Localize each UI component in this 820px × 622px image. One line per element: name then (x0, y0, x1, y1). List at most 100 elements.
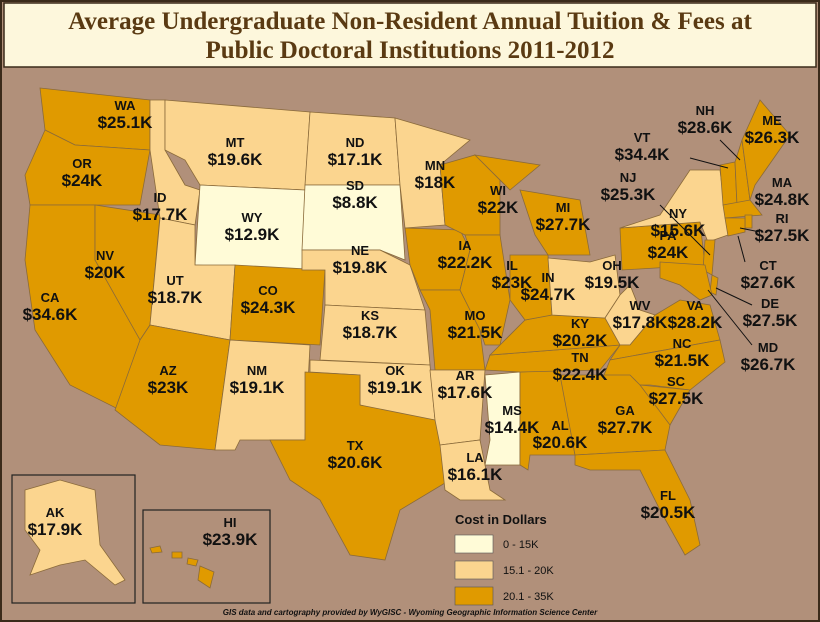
state-cost: $20K (85, 263, 126, 282)
state-cost: $25.3K (601, 185, 657, 204)
state-shape (24, 479, 126, 586)
state-abbr: IN (542, 270, 555, 285)
state-cost: $19.5K (585, 273, 641, 292)
state-cost: $17.9K (28, 520, 84, 539)
state-cost: $23.9K (203, 530, 259, 549)
state-abbr: CA (41, 290, 60, 305)
state-shape (24, 129, 151, 206)
state-abbr: TN (571, 350, 588, 365)
state-cost: $8.8K (332, 193, 378, 212)
state-cost: $22.2K (438, 253, 494, 272)
state-abbr: ID (154, 190, 167, 205)
state-cost: $24.8K (755, 190, 811, 209)
state-shape (744, 214, 753, 229)
state-abbr: VT (634, 130, 651, 145)
leader-line (659, 204, 711, 256)
state-cost: $24K (62, 171, 103, 190)
state-abbr: AL (551, 418, 568, 433)
state-abbr: AR (456, 368, 475, 383)
state-cost: $20.6K (328, 453, 384, 472)
state-labels: WA$25.1KOR$24KCA$34.6KNV$20KID$17.7KMT$1… (23, 98, 811, 549)
state-abbr: MD (758, 340, 778, 355)
state-cost: $19.1K (368, 378, 424, 397)
state-abbr: CO (258, 283, 278, 298)
state-cost: $24K (648, 243, 689, 262)
states (24, 87, 791, 589)
state-cost: $24.3K (241, 298, 297, 317)
state-shape (659, 261, 713, 301)
state-abbr: WI (490, 183, 506, 198)
state-cost: $20.5K (641, 503, 697, 522)
state-abbr: PA (659, 228, 677, 243)
state-abbr: AZ (159, 363, 176, 378)
state-cost: $26.3K (745, 128, 801, 147)
state-cost: $18.7K (343, 323, 399, 342)
state-abbr: AK (46, 505, 65, 520)
state-abbr: NH (696, 103, 715, 118)
state-abbr: FL (660, 488, 676, 503)
state-abbr: CT (759, 258, 776, 273)
leader-line (707, 289, 753, 346)
state-cost: $19.8K (333, 258, 389, 277)
state-shape (509, 254, 553, 321)
state-shape (484, 371, 521, 466)
state-abbr: MS (502, 403, 522, 418)
state-cost: $17.7K (133, 205, 189, 224)
state-cost: $21.5K (448, 323, 504, 342)
legend-swatch (454, 586, 494, 606)
state-cost: $16.1K (448, 465, 504, 484)
state-shape (722, 199, 763, 219)
legend-swatch (454, 534, 494, 554)
credit: GIS data and cartography provided by WyG… (223, 608, 598, 617)
leader-line (715, 287, 753, 306)
state-cost: $28.6K (678, 118, 734, 137)
state-abbr: NC (673, 336, 692, 351)
state-shape (186, 557, 199, 567)
state-cost: $23K (148, 378, 189, 397)
state-abbr: KY (571, 316, 589, 331)
state-abbr: ND (346, 135, 365, 150)
state-abbr: NM (247, 363, 267, 378)
state-abbr: SD (346, 178, 364, 193)
state-cost: $25.1K (98, 113, 154, 132)
state-abbr: WY (242, 210, 263, 225)
state-abbr: NE (351, 243, 369, 258)
state-cost: $27.5K (743, 311, 799, 330)
state-abbr: KS (361, 308, 379, 323)
state-cost: $19.6K (208, 150, 264, 169)
state-abbr: LA (466, 450, 484, 465)
state-shape (484, 344, 621, 373)
state-shape (574, 449, 701, 556)
state-shape (214, 339, 311, 451)
state-cost: $24.7K (521, 285, 577, 304)
legend-label: 15.1 - 20K (503, 565, 554, 577)
state-shape (519, 189, 591, 256)
state-shape (459, 234, 511, 346)
state-cost: $21.5K (655, 351, 711, 370)
legend-swatch (454, 560, 494, 580)
state-shape (229, 264, 326, 346)
state-shape (724, 217, 746, 237)
state-cost: $27.7K (598, 418, 654, 437)
state-cost: $14.4K (485, 418, 541, 437)
state-abbr: WV (630, 298, 651, 313)
state-abbr: NV (96, 248, 114, 263)
state-abbr: NY (669, 206, 687, 221)
state-abbr: MN (425, 158, 445, 173)
leader-line (737, 235, 746, 263)
state-abbr: OH (602, 258, 622, 273)
state-shape (473, 154, 541, 191)
state-abbr: IA (459, 238, 473, 253)
state-abbr: TX (347, 438, 364, 453)
state-abbr: WA (115, 98, 137, 113)
legend-label: 20.1 - 35K (503, 591, 554, 603)
title-line: Public Doctoral Institutions 2011-2012 (205, 37, 614, 64)
state-abbr: MO (465, 308, 486, 323)
state-abbr: IL (506, 258, 518, 273)
state-cost: $17.6K (438, 383, 494, 402)
state-cost: $17.1K (328, 150, 384, 169)
state-cost: $34.6K (23, 305, 79, 324)
state-shape (719, 161, 738, 206)
state-cost: $19.1K (230, 378, 286, 397)
state-cost: $20.2K (553, 331, 609, 350)
